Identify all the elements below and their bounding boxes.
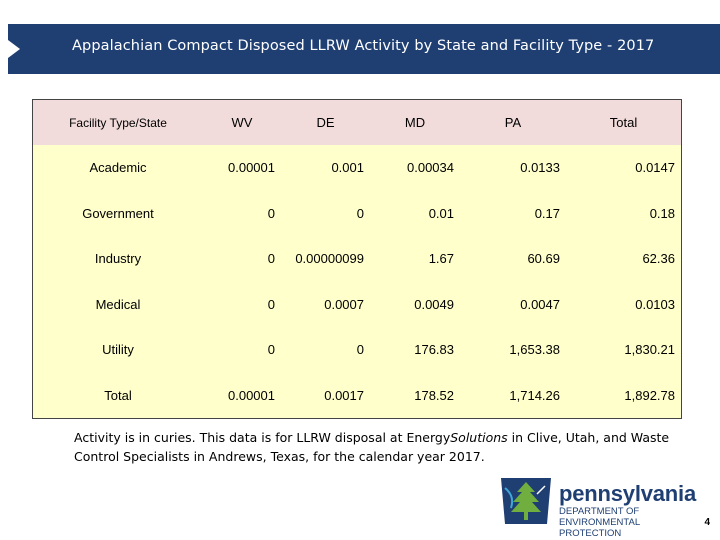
keystone-tree-icon bbox=[501, 478, 551, 524]
cell-pa: 1,653.38 bbox=[509, 342, 560, 358]
cell-total: 1,830.21 bbox=[624, 342, 675, 358]
footnote-part1: Activity is in curies. This data is for … bbox=[74, 430, 451, 445]
slide-title: Appalachian Compact Disposed LLRW Activi… bbox=[72, 38, 655, 54]
activity-table: Facility Type/State WV DE MD PA Total Ac… bbox=[32, 99, 682, 419]
cell-total: 0.0103 bbox=[635, 296, 675, 312]
table-row-medical: Medical 0 0.0007 0.0049 0.0047 0.0103 bbox=[33, 282, 681, 328]
header-md: MD bbox=[370, 100, 460, 145]
cell-pa: 0.17 bbox=[534, 205, 560, 221]
header-pa: PA bbox=[460, 100, 566, 145]
page-number: 4 bbox=[704, 517, 710, 528]
cell-md: 178.52 bbox=[414, 387, 454, 403]
table-row-utility: Utility 0 0 176.83 1,653.38 1,830.21 bbox=[33, 327, 681, 373]
row-label: Total bbox=[104, 387, 132, 403]
header-total: Total bbox=[566, 100, 681, 145]
cell-wv: 0 bbox=[267, 296, 275, 312]
cell-md: 0.00034 bbox=[407, 160, 454, 176]
row-label: Industry bbox=[94, 251, 142, 267]
cell-wv: 0 bbox=[267, 205, 275, 221]
cell-wv: 0 bbox=[267, 342, 275, 358]
cell-de: 0 bbox=[356, 342, 364, 358]
header-wv: WV bbox=[203, 100, 281, 145]
cell-total: 0.0147 bbox=[635, 160, 675, 176]
footnote-part3: in Clive, Utah, and Waste Control Specia… bbox=[74, 430, 670, 464]
cell-de: 0.00000099 bbox=[295, 251, 364, 267]
cell-wv: 0 bbox=[267, 251, 275, 267]
cell-de: 0.001 bbox=[331, 160, 364, 176]
table-row-total: Total 0.00001 0.0017 178.52 1,714.26 1,8… bbox=[33, 373, 681, 419]
logo-subtitle: DEPARTMENT OF ENVIRONMENTAL PROTECTION bbox=[559, 506, 697, 539]
table-row-academic: Academic 0.00001 0.001 0.00034 0.0133 0.… bbox=[33, 145, 681, 191]
header-de: DE bbox=[281, 100, 370, 145]
footnote-italic: Solutions bbox=[450, 430, 508, 445]
cell-pa: 0.0133 bbox=[520, 160, 560, 176]
table-row-industry: Industry 0 0.00000099 1.67 60.69 62.36 bbox=[33, 236, 681, 282]
cell-de: 0 bbox=[356, 205, 364, 221]
table-row-government: Government 0 0 0.01 0.17 0.18 bbox=[33, 191, 681, 237]
pa-dep-logo: pennsylvania DEPARTMENT OF ENVIRONMENTAL… bbox=[497, 476, 697, 539]
cell-de: 0.0007 bbox=[324, 296, 364, 312]
cell-de: 0.0017 bbox=[324, 387, 364, 403]
cell-md: 1.67 bbox=[428, 251, 454, 267]
cell-total: 1,892.78 bbox=[624, 387, 675, 403]
cell-wv: 0.00001 bbox=[228, 387, 275, 403]
row-label: Utility bbox=[102, 342, 134, 358]
cell-wv: 0.00001 bbox=[228, 160, 275, 176]
cell-total: 0.18 bbox=[649, 205, 675, 221]
logo-wordmark: pennsylvania bbox=[559, 481, 696, 506]
header-facility-type: Facility Type/State bbox=[33, 100, 203, 145]
table-header-row: Facility Type/State WV DE MD PA Total bbox=[33, 100, 681, 145]
row-label: Government bbox=[82, 205, 154, 221]
title-arrow-icon bbox=[8, 40, 20, 58]
title-bar bbox=[8, 24, 720, 74]
logo-subtitle-line2: PROTECTION bbox=[559, 528, 622, 539]
cell-pa: 0.0047 bbox=[520, 296, 560, 312]
logo-subtitle-line1: DEPARTMENT OF ENVIRONMENTAL bbox=[559, 506, 641, 528]
cell-pa: 1,714.26 bbox=[509, 387, 560, 403]
cell-total: 62.36 bbox=[642, 251, 675, 267]
cell-pa: 60.69 bbox=[527, 251, 560, 267]
cell-md: 0.0049 bbox=[414, 296, 454, 312]
row-label: Medical bbox=[95, 296, 141, 312]
footnote: Activity is in curies. This data is for … bbox=[74, 428, 694, 466]
cell-md: 176.83 bbox=[414, 342, 454, 358]
row-label: Academic bbox=[89, 160, 147, 176]
cell-md: 0.01 bbox=[428, 205, 454, 221]
